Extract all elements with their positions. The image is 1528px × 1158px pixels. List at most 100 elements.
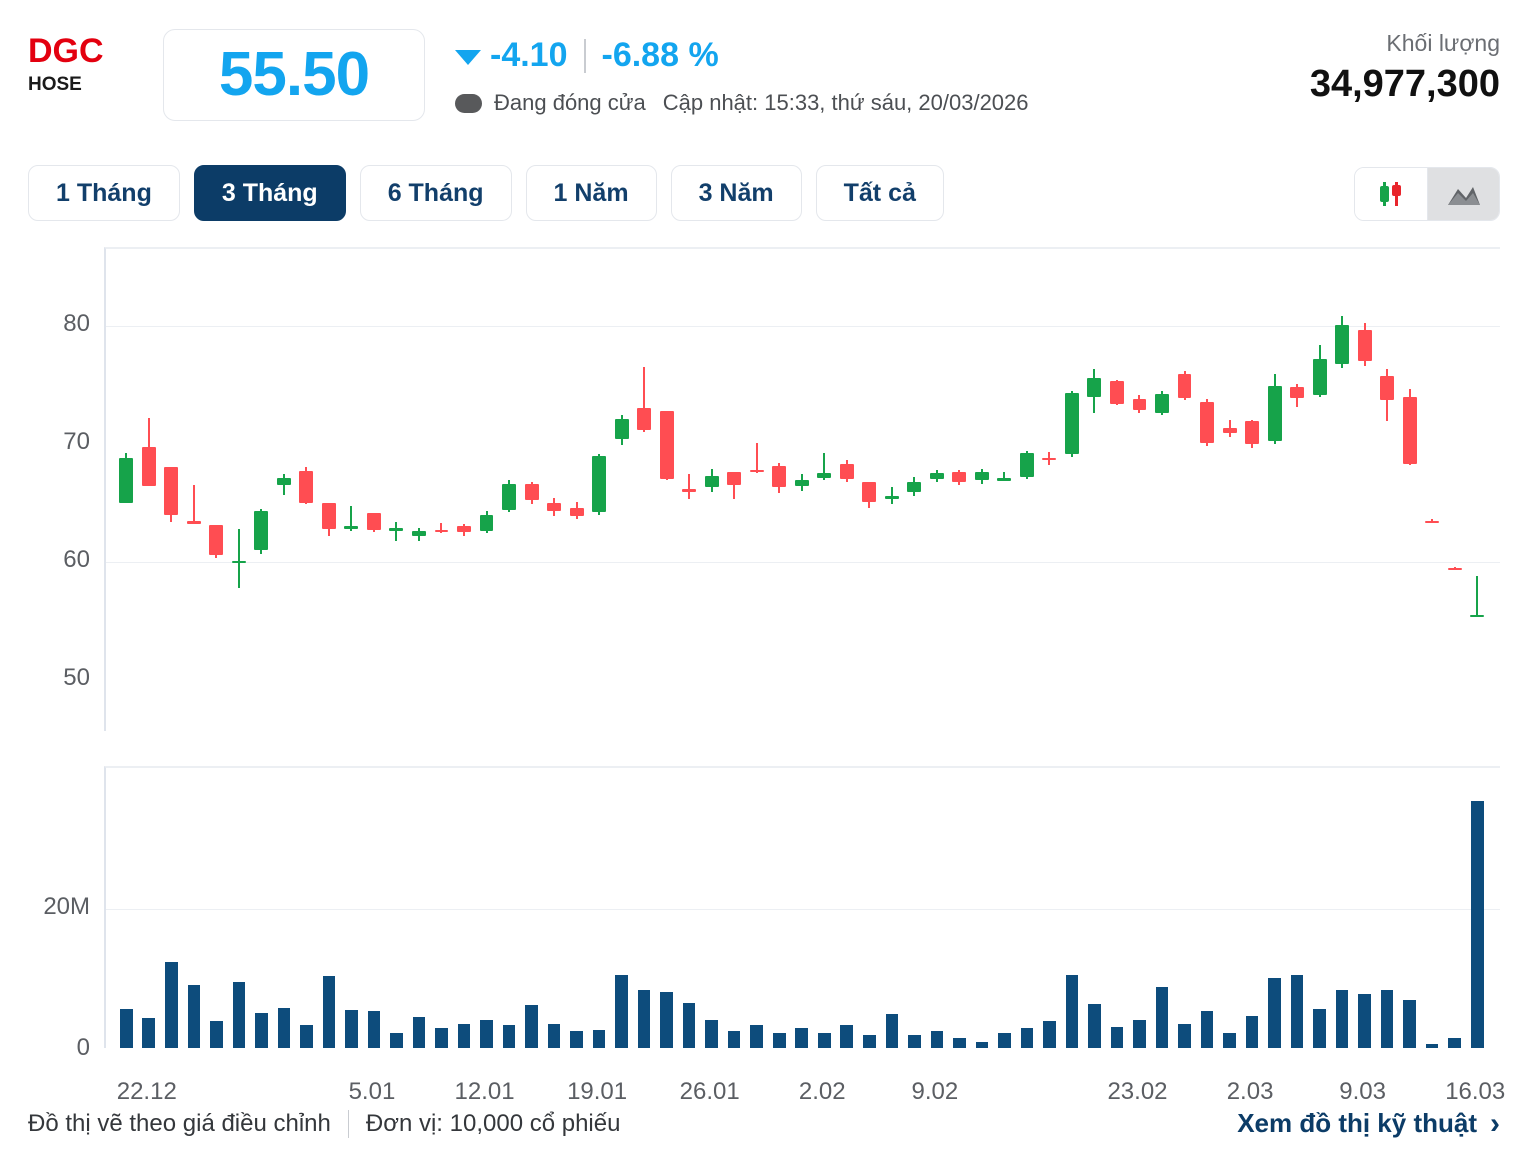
range-tab-5[interactable]: Tất cả <box>815 165 944 221</box>
volume-y-tick: 20M <box>43 893 90 920</box>
candle-body <box>1245 421 1260 444</box>
volume-bar <box>862 1034 876 1048</box>
volume-bar <box>367 1011 381 1048</box>
range-tab-group: 1 Tháng 3 Tháng 6 Tháng 1 Năm 3 Năm Tất cả <box>28 165 944 221</box>
candle-body <box>209 525 224 555</box>
x-axis-tick: 9.02 <box>911 1078 959 1105</box>
candle-body <box>141 447 156 487</box>
volume-bar <box>345 1009 358 1048</box>
candle-body <box>682 488 697 493</box>
status-indicator-icon <box>455 93 482 113</box>
exchange-label: HOSE <box>28 74 82 95</box>
volume-bar <box>1200 1011 1214 1048</box>
volume-bar <box>795 1028 809 1048</box>
volume-bar <box>1245 1015 1259 1048</box>
x-axis-tick: 22.12 <box>116 1078 177 1105</box>
candle-body <box>276 478 291 486</box>
divider <box>347 1110 349 1138</box>
candle-body <box>884 495 899 500</box>
volume-bar <box>232 981 246 1048</box>
candle-wick <box>890 487 893 504</box>
volume-bar <box>1403 1000 1416 1048</box>
volume-bar <box>1358 994 1371 1048</box>
volume-bar <box>412 1016 426 1048</box>
volume-bar <box>164 962 178 1048</box>
chart-type-candlestick-button[interactable] <box>1355 168 1427 220</box>
x-axis-tick: 16.03 <box>1445 1078 1506 1105</box>
candle-body <box>569 507 584 516</box>
x-axis-tick: 5.01 <box>348 1078 396 1105</box>
chart-type-area-button[interactable] <box>1427 168 1499 220</box>
candle-body <box>1222 428 1237 434</box>
volume-bar <box>570 1031 583 1048</box>
candle-wick <box>823 453 826 481</box>
price-chart-panel[interactable] <box>104 247 1500 731</box>
volume-chart-panel[interactable] <box>104 766 1500 1048</box>
volume-bar <box>705 1019 718 1048</box>
volume-label: Khối lượng <box>1386 30 1500 56</box>
candle-body <box>1132 398 1147 410</box>
change-absolute: -4.10 <box>490 36 568 74</box>
view-technical-chart-link[interactable]: Xem đồ thị kỹ thuật › <box>1237 1108 1500 1139</box>
candle-body <box>1109 381 1124 404</box>
volume-bar <box>1313 1008 1326 1048</box>
divider <box>583 38 586 73</box>
ticker-symbol: DGC <box>28 32 104 70</box>
range-tab-2[interactable]: 6 Tháng <box>359 165 512 221</box>
x-axis-tick: 26.01 <box>679 1078 740 1105</box>
candle-body <box>434 529 449 533</box>
candle-body <box>1357 330 1372 362</box>
candle-body <box>457 526 471 533</box>
candle-body <box>749 469 764 473</box>
candle-wick <box>350 506 353 532</box>
footer-note-unit: Đơn vị: 10,000 cổ phiếu <box>365 1110 621 1137</box>
volume-value: 34,977,300 <box>1309 63 1500 105</box>
volume-bar <box>727 1031 741 1048</box>
candle-body <box>231 560 246 564</box>
candle-wick <box>1476 575 1479 618</box>
volume-bar <box>1088 1004 1101 1048</box>
volume-bar <box>682 1002 696 1048</box>
candle-body <box>614 418 629 440</box>
candle-body <box>389 527 404 532</box>
range-tab-3[interactable]: 1 Năm <box>525 165 657 221</box>
candle-wick <box>1228 420 1231 437</box>
candle-body <box>1019 453 1034 477</box>
volume-bar <box>1470 801 1484 1048</box>
volume-bar <box>998 1033 1011 1048</box>
candle-body <box>929 473 944 480</box>
range-tab-0[interactable]: 1 Tháng <box>28 165 180 221</box>
chevron-right-icon: › <box>1490 1106 1500 1140</box>
range-tab-1[interactable]: 3 Tháng <box>193 165 346 221</box>
candle-body <box>974 472 989 481</box>
volume-bar <box>300 1024 313 1048</box>
candle-body <box>479 514 494 532</box>
market-status-text: Đang đóng cửa <box>494 90 646 115</box>
change-percent: -6.88 % <box>601 36 719 74</box>
volume-bar <box>1380 989 1394 1048</box>
view-technical-chart-label: Xem đồ thị kỹ thuật <box>1237 1108 1477 1138</box>
range-tab-4[interactable]: 3 Năm <box>670 165 802 221</box>
ticker-block: DGC HOSE <box>28 32 153 100</box>
candle-body <box>1042 457 1057 461</box>
range-tab-label: Tất cả <box>843 178 916 207</box>
arrow-down-icon <box>455 50 481 65</box>
current-price: 55.50 <box>218 40 370 109</box>
candle-wick <box>237 528 240 588</box>
candle-body <box>704 475 719 488</box>
chart-controls: 1 Tháng 3 Tháng 6 Tháng 1 Năm 3 Năm Tất cả <box>0 160 1528 230</box>
volume-bar <box>953 1038 966 1048</box>
volume-bar <box>975 1041 989 1048</box>
chart-footer: Đồ thị vẽ theo giá điều chỉnh Đơn vị: 10… <box>0 1106 1528 1158</box>
volume-bar <box>637 990 651 1048</box>
volume-bar <box>435 1028 448 1048</box>
candle-body <box>1087 377 1102 397</box>
candle-body <box>1267 385 1282 442</box>
candle-body <box>727 472 742 486</box>
candle-body <box>637 408 652 430</box>
price-change-row: -4.10 -6.88 % <box>455 36 719 75</box>
price-y-axis: 80 70 60 50 <box>0 247 104 731</box>
candle-body <box>772 466 787 488</box>
volume-bar <box>1110 1026 1124 1048</box>
volume-bar <box>457 1024 471 1048</box>
